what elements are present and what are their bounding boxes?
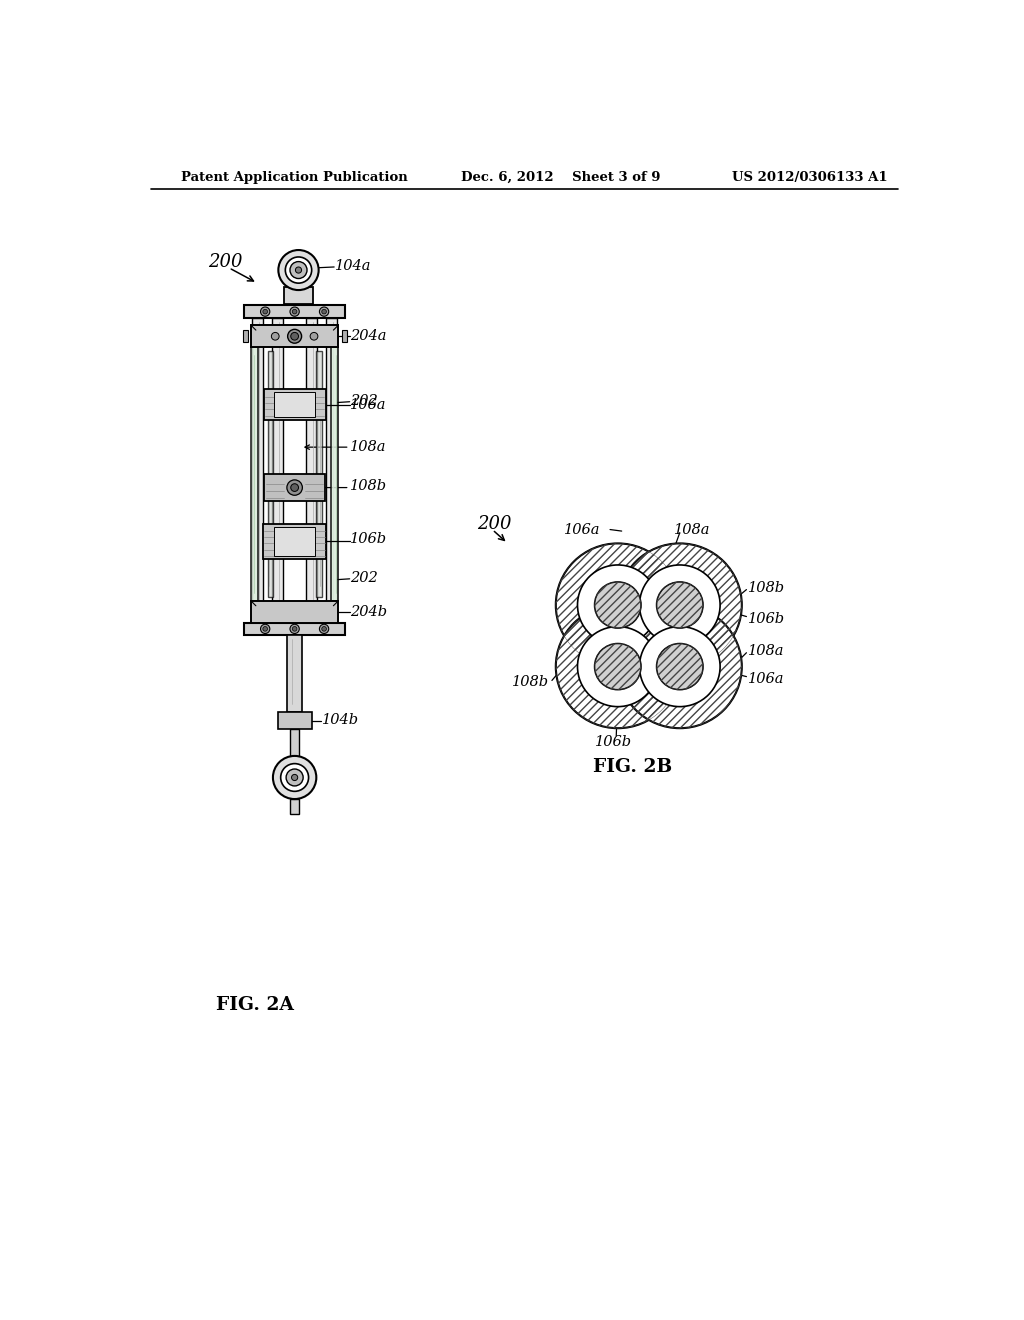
Circle shape bbox=[292, 627, 297, 631]
Circle shape bbox=[279, 249, 318, 290]
Circle shape bbox=[295, 267, 302, 273]
Circle shape bbox=[322, 309, 327, 314]
Circle shape bbox=[617, 544, 741, 667]
Text: 106a: 106a bbox=[350, 397, 387, 412]
Text: FIG. 2A: FIG. 2A bbox=[216, 997, 294, 1014]
Bar bbox=[316, 351, 322, 598]
Text: 108a: 108a bbox=[748, 644, 784, 659]
Bar bbox=[272, 318, 283, 620]
Circle shape bbox=[281, 763, 308, 792]
Circle shape bbox=[290, 261, 307, 279]
Circle shape bbox=[640, 627, 720, 706]
Text: 108a: 108a bbox=[350, 440, 387, 454]
Text: 202: 202 bbox=[350, 393, 378, 408]
Bar bbox=[251, 601, 338, 623]
Text: FIG. 2B: FIG. 2B bbox=[593, 758, 672, 776]
Text: Dec. 6, 2012    Sheet 3 of 9: Dec. 6, 2012 Sheet 3 of 9 bbox=[461, 172, 660, 185]
Text: 204a: 204a bbox=[350, 329, 387, 343]
Bar bbox=[274, 527, 314, 556]
Bar bbox=[287, 635, 302, 711]
Text: 106a: 106a bbox=[564, 523, 601, 536]
Circle shape bbox=[286, 770, 303, 785]
Circle shape bbox=[617, 605, 741, 729]
Bar bbox=[263, 524, 327, 558]
Bar bbox=[267, 351, 273, 598]
Bar bbox=[274, 392, 314, 417]
Circle shape bbox=[640, 565, 720, 645]
Text: 204b: 204b bbox=[350, 605, 387, 619]
Circle shape bbox=[595, 582, 641, 628]
Bar bbox=[290, 729, 299, 756]
Text: 106b: 106b bbox=[595, 735, 633, 748]
Circle shape bbox=[310, 333, 317, 341]
Bar bbox=[278, 711, 311, 729]
Bar bbox=[290, 799, 299, 814]
Circle shape bbox=[288, 330, 302, 343]
Bar bbox=[252, 318, 263, 620]
Text: Patent Application Publication: Patent Application Publication bbox=[180, 172, 408, 185]
Circle shape bbox=[260, 308, 270, 317]
Text: US 2012/0306133 A1: US 2012/0306133 A1 bbox=[732, 172, 888, 185]
Bar bbox=[331, 347, 338, 601]
Bar bbox=[251, 347, 258, 601]
Text: 106b: 106b bbox=[748, 612, 785, 626]
Circle shape bbox=[263, 309, 267, 314]
Text: 106b: 106b bbox=[350, 532, 387, 546]
Circle shape bbox=[556, 544, 680, 667]
Text: 108b: 108b bbox=[512, 675, 550, 689]
Circle shape bbox=[260, 624, 270, 634]
Circle shape bbox=[656, 644, 703, 690]
Bar bbox=[264, 474, 325, 502]
Circle shape bbox=[290, 308, 299, 317]
Circle shape bbox=[271, 333, 280, 341]
Text: 108a: 108a bbox=[674, 523, 710, 536]
Circle shape bbox=[595, 644, 641, 690]
Text: 106a: 106a bbox=[748, 672, 784, 686]
Text: 202: 202 bbox=[350, 572, 378, 585]
Circle shape bbox=[319, 308, 329, 317]
Circle shape bbox=[292, 309, 297, 314]
Bar bbox=[244, 330, 248, 342]
Circle shape bbox=[291, 333, 299, 341]
Circle shape bbox=[578, 627, 658, 706]
Circle shape bbox=[656, 582, 703, 628]
Text: 200: 200 bbox=[477, 515, 511, 533]
Circle shape bbox=[319, 624, 329, 634]
Bar bbox=[342, 330, 346, 342]
Circle shape bbox=[322, 627, 327, 631]
Text: 108b: 108b bbox=[748, 581, 785, 595]
Circle shape bbox=[292, 775, 298, 780]
Circle shape bbox=[556, 605, 680, 729]
Bar bbox=[245, 305, 345, 318]
Circle shape bbox=[286, 257, 311, 284]
Circle shape bbox=[263, 627, 267, 631]
Bar bbox=[306, 318, 317, 620]
Circle shape bbox=[291, 483, 299, 491]
Bar bbox=[263, 389, 326, 420]
Circle shape bbox=[578, 565, 658, 645]
Circle shape bbox=[273, 756, 316, 799]
Bar bbox=[284, 286, 313, 304]
Bar bbox=[327, 318, 337, 620]
Text: 108b: 108b bbox=[350, 479, 387, 494]
Bar bbox=[251, 326, 338, 347]
Text: 104a: 104a bbox=[335, 259, 372, 273]
Text: 104b: 104b bbox=[322, 714, 358, 727]
Bar bbox=[245, 623, 345, 635]
Circle shape bbox=[290, 624, 299, 634]
Circle shape bbox=[287, 480, 302, 495]
Text: 200: 200 bbox=[208, 253, 243, 272]
